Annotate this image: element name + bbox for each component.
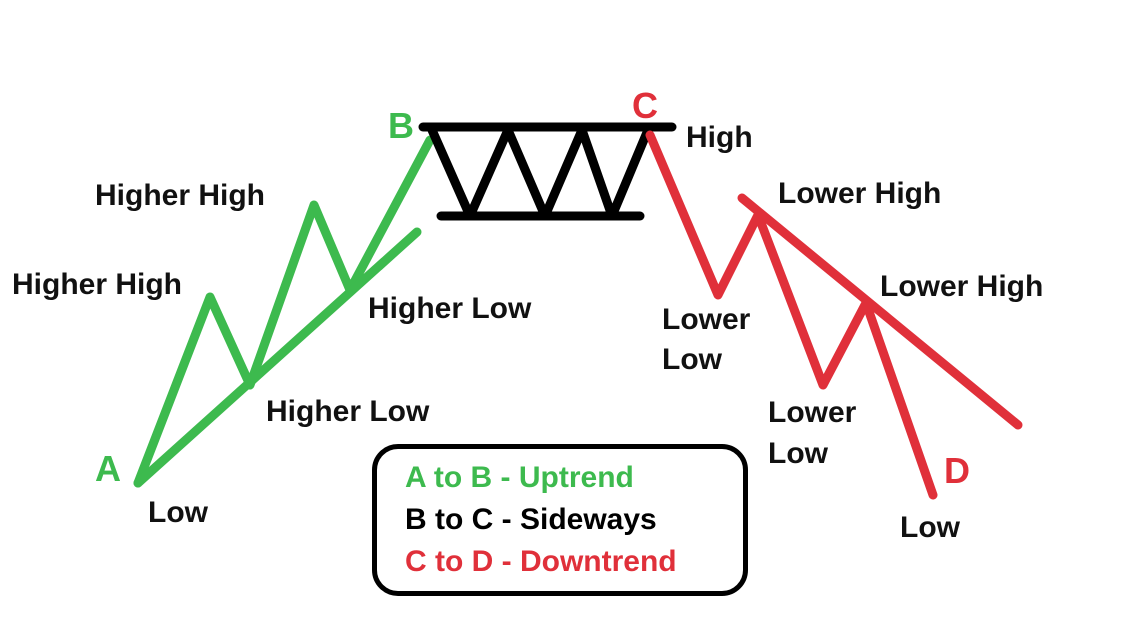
lower-high-1-text: Lower High — [778, 177, 941, 210]
high-c-text: High — [686, 121, 753, 154]
lower-low-2-text-line1: Lower — [768, 396, 857, 429]
downtrend-zigzag — [645, 130, 938, 500]
lower-high-2-text: Lower High — [880, 270, 1043, 303]
legend-box: A to B - Uptrend B to C - Sideways C to … — [372, 444, 748, 596]
point-d-label: D — [944, 450, 970, 491]
uptrend-zigzag — [133, 135, 435, 488]
uptrend-lines — [133, 135, 435, 488]
sideways-zigzag — [427, 125, 653, 221]
higher-low-2-text: Higher Low — [368, 292, 532, 325]
lower-low-1-text-line1: Lower — [662, 303, 751, 336]
downtrend-resistance-line — [737, 193, 1023, 430]
low-d-text: Low — [900, 511, 961, 544]
sideways-lines — [418, 122, 677, 221]
higher-high-2-text: Higher High — [95, 179, 265, 212]
low-a-text: Low — [148, 496, 209, 529]
uptrend-support-line — [133, 227, 422, 488]
downtrend-lines — [645, 130, 1023, 500]
lower-low-1-text-line2: Low — [662, 343, 723, 376]
legend-uptrend: A to B - Uptrend — [405, 461, 634, 494]
point-c-label: C — [632, 85, 658, 126]
higher-high-1-text: Higher High — [12, 268, 182, 301]
legend-sideways: B to C - Sideways — [405, 503, 657, 536]
point-b-label: B — [388, 105, 414, 146]
higher-low-1-text: Higher Low — [266, 395, 430, 428]
lower-low-2-text-line2: Low — [768, 437, 829, 470]
legend-downtrend: C to D - Downtrend — [405, 545, 677, 578]
point-a-label: A — [95, 448, 121, 489]
